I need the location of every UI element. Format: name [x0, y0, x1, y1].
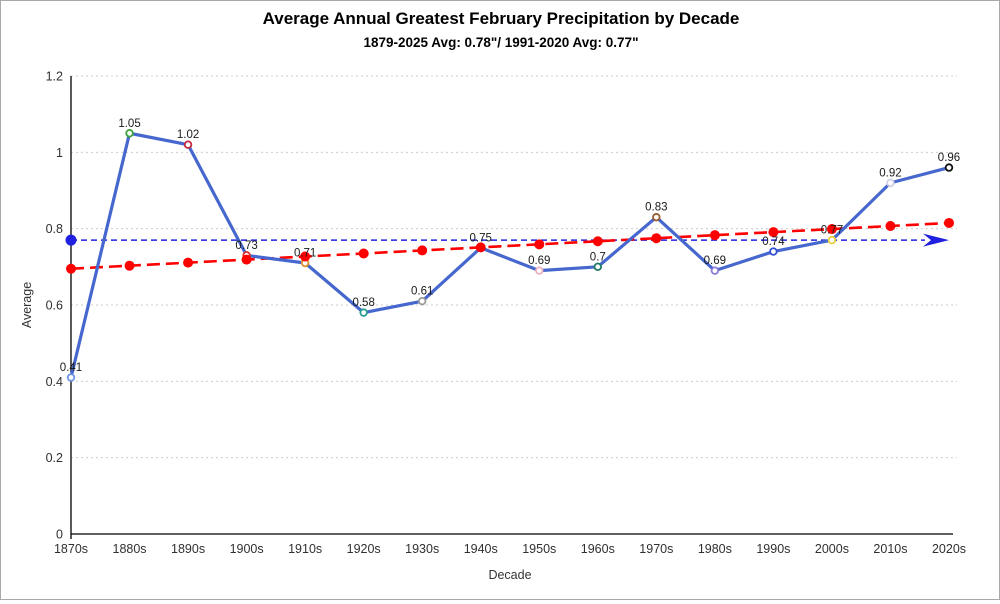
data-point-marker	[535, 266, 544, 275]
x-tick-label: 1960s	[581, 542, 615, 556]
x-tick-label: 1970s	[639, 542, 673, 556]
trend-dot	[417, 245, 428, 256]
data-point-label: 0.74	[762, 236, 785, 248]
y-tick-label: 0.6	[46, 299, 63, 313]
data-point-label: 0.69	[704, 255, 726, 267]
data-point-marker	[418, 296, 427, 306]
data-point-marker	[827, 235, 837, 245]
data-point-label: 1.05	[118, 118, 140, 130]
data-point-marker	[652, 213, 661, 222]
trend-dot	[358, 248, 369, 259]
data-point-label: 0.41	[60, 362, 82, 374]
trend-dot	[183, 257, 194, 268]
y-tick-label: 1	[56, 146, 63, 160]
normal-arrow-icon	[923, 233, 949, 247]
trend-dot	[124, 260, 135, 271]
x-tick-label: 1880s	[113, 542, 147, 556]
data-point-marker	[125, 129, 134, 138]
x-tick-label: 2010s	[873, 542, 907, 556]
trend-dot	[768, 227, 779, 238]
y-tick-label: 0	[56, 528, 63, 542]
trend-dot	[475, 242, 486, 253]
data-point-label: 0.83	[645, 202, 667, 214]
data-point-label: 0.96	[938, 152, 960, 164]
normal-start-dot	[65, 234, 77, 246]
data-point-label: 0.69	[528, 255, 550, 267]
trend-dot	[944, 217, 954, 228]
x-tick-label: 1910s	[288, 542, 322, 556]
series-line	[69, 131, 951, 380]
x-tick-label: 1930s	[405, 542, 439, 556]
data-point-label: 0.77	[821, 225, 843, 237]
y-tick-label: 0.2	[46, 451, 63, 465]
data-point-marker	[710, 266, 720, 275]
data-point-marker	[66, 373, 76, 382]
data-point-label: 0.7	[590, 251, 606, 263]
trend-dot	[651, 233, 662, 244]
y-tick-label: 1.2	[46, 70, 63, 84]
x-tick-label: 1900s	[230, 542, 264, 556]
x-tick-label: 1990s	[756, 542, 790, 556]
data-point-label: 0.71	[294, 248, 316, 260]
plot-area: 0.411.051.020.730.710.580.610.750.69 0.70…	[46, 70, 966, 557]
trend-dot	[300, 251, 311, 262]
y-tick-label: 0.8	[46, 222, 63, 236]
data-point-marker	[359, 308, 368, 317]
trend-dot	[241, 254, 252, 265]
trend-line	[70, 221, 950, 271]
x-tick-label: 2020s	[932, 542, 966, 556]
data-point-marker	[944, 163, 954, 172]
x-tick-label: 1950s	[522, 542, 556, 556]
data-point-label: 0.75	[470, 232, 492, 244]
y-axis-title: Average	[20, 282, 34, 328]
data-point-label: 0.92	[879, 167, 901, 179]
x-axis-title: Decade	[488, 568, 531, 582]
data-point-label: 0.73	[235, 240, 257, 252]
data-point-label: 1.02	[177, 129, 199, 141]
chart-subtitle: 1879-2025 Avg: 0.78"/ 1991-2020 Avg: 0.7…	[364, 35, 639, 50]
trend-dot	[709, 230, 720, 241]
data-point-marker	[183, 140, 193, 149]
trend-dot	[592, 236, 603, 247]
chart-title: Average Annual Greatest February Precipi…	[263, 9, 740, 28]
data-point-marker	[593, 262, 602, 272]
trend-dot	[826, 224, 837, 235]
x-tick-label: 1890s	[171, 542, 205, 556]
y-tick-label: 0.4	[46, 375, 63, 389]
x-tick-label: 2000s	[815, 542, 849, 556]
x-tick-label: 1940s	[464, 542, 498, 556]
x-tick-label: 1920s	[347, 542, 381, 556]
data-point-marker	[769, 247, 778, 256]
x-tick-label: 1980s	[698, 542, 732, 556]
x-tick-label: 1870s	[54, 542, 88, 556]
trend-dot	[885, 220, 896, 231]
data-point-marker	[886, 178, 895, 188]
trend-dot	[66, 263, 76, 274]
data-point-label: 0.58	[352, 297, 374, 309]
trend-dot	[534, 239, 545, 250]
data-point-label: 0.61	[411, 286, 433, 298]
